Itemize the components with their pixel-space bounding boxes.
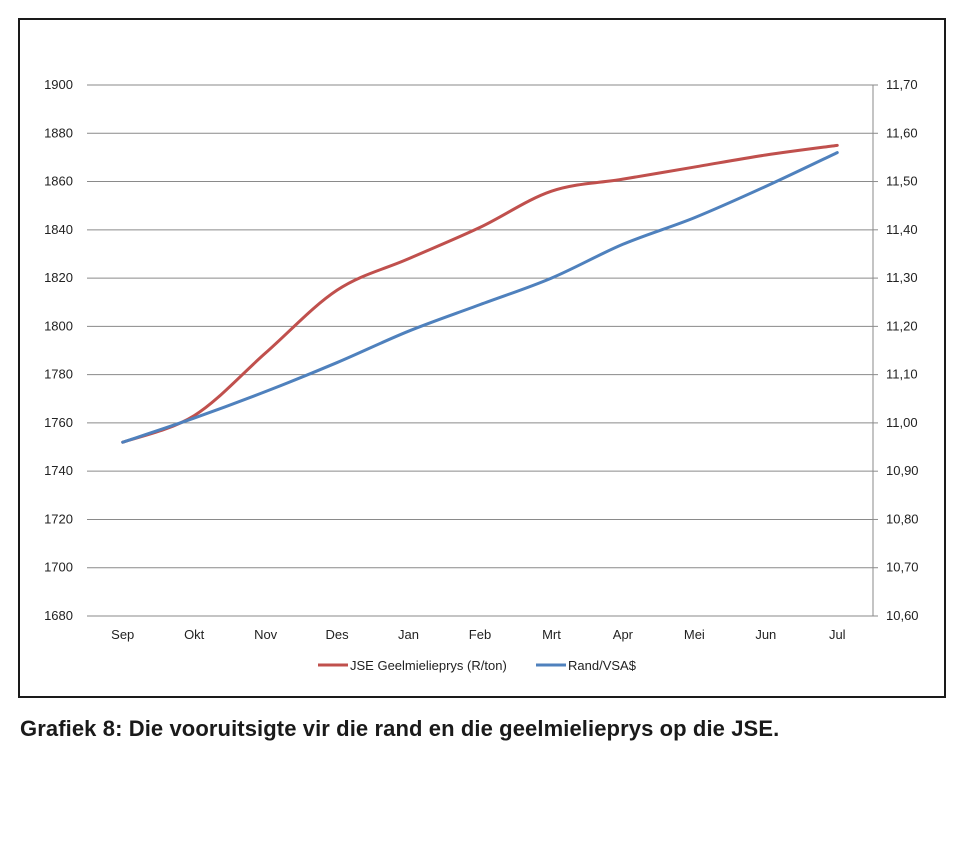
axes [872, 84, 878, 617]
data-point [478, 303, 482, 306]
y-right-tick-label: 11,50 [886, 174, 918, 189]
x-tick-label: Jan [398, 627, 419, 642]
series-lines [121, 143, 839, 444]
y-left-tick-label: 1740 [44, 463, 73, 478]
chart-frame: 1680 1700 1720 1740 1760 1780 1800 1820 1840 1860… [18, 18, 946, 698]
y-right-tick-label: 10,60 [886, 608, 919, 623]
legend-label: Rand/VSA$ [568, 658, 637, 673]
tick-labels: 1680 1700 1720 1740 1760 1780 1800 1820 1840 1860… [44, 77, 918, 642]
y-left-tick-label: 1840 [44, 222, 73, 237]
data-point [550, 190, 553, 193]
gridlines [87, 84, 873, 617]
y-left-tick-label: 1900 [44, 77, 73, 92]
y-left-tick-label: 1700 [44, 560, 73, 575]
data-point [121, 441, 124, 444]
y-left-tick-label: 1760 [44, 415, 73, 430]
y-right-tick-label: 11,20 [886, 318, 918, 333]
x-tick-label: Mrt [542, 627, 561, 642]
line-chart: 1680 1700 1720 1740 1760 1780 1800 1820 1840 1860… [44, 77, 918, 673]
y-left-tick-label: 1780 [44, 367, 73, 382]
x-tick-label: Jun [755, 627, 776, 642]
data-point [836, 144, 839, 147]
x-tick-label: Okt [184, 627, 205, 642]
y-right-tick-label: 11,60 [886, 125, 918, 140]
y-right-tick-label: 11,10 [886, 367, 918, 382]
y-left-tick-label: 1720 [44, 511, 73, 526]
data-point [407, 329, 410, 333]
y-right-tick-label: 11,70 [886, 77, 918, 92]
data-point [764, 185, 768, 188]
x-tick-label: Apr [613, 627, 634, 642]
data-point [764, 153, 768, 157]
x-tick-label: Nov [254, 627, 278, 642]
figure-caption: Grafiek 8: Die vooruitsigte vir die rand… [20, 716, 780, 741]
y-right-tick-label: 10,80 [886, 511, 919, 526]
x-tick-label: Jul [829, 627, 846, 642]
x-tick-label: Mei [684, 627, 705, 642]
series-line-1 [121, 143, 839, 444]
y-right-tick-label: 11,40 [886, 222, 918, 237]
y-left-tick-label: 1680 [44, 608, 73, 623]
data-point [621, 177, 625, 181]
legend: JSE Geelmielieprys (R/ton) Rand/VSA$ [318, 658, 637, 673]
x-tick-label: Feb [469, 627, 491, 642]
y-right-tick-label: 10,90 [886, 463, 919, 478]
legend-label: JSE Geelmielieprys (R/ton) [350, 658, 507, 673]
x-tick-label: Des [326, 627, 350, 642]
data-point [192, 414, 196, 417]
data-point [621, 243, 625, 246]
y-right-tick-label: 10,70 [886, 560, 919, 575]
data-point [264, 390, 267, 393]
data-point [264, 351, 267, 355]
y-right-tick-label: 11,00 [886, 415, 918, 430]
series-line-2 [121, 151, 839, 444]
y-left-tick-label: 1880 [44, 125, 73, 140]
y-right-tick-label: 11,30 [886, 270, 918, 285]
y-left-tick-label: 1800 [44, 318, 73, 333]
data-point [335, 361, 339, 364]
data-point [693, 216, 696, 219]
x-tick-label: Sep [111, 627, 134, 642]
data-point [407, 257, 410, 260]
data-point [550, 276, 553, 280]
data-point [192, 416, 196, 420]
data-point [478, 226, 482, 229]
data-point [335, 288, 339, 292]
data-point [836, 151, 839, 154]
y-left-tick-label: 1820 [44, 270, 73, 285]
y-left-tick-label: 1860 [44, 174, 73, 189]
data-point [693, 165, 696, 169]
